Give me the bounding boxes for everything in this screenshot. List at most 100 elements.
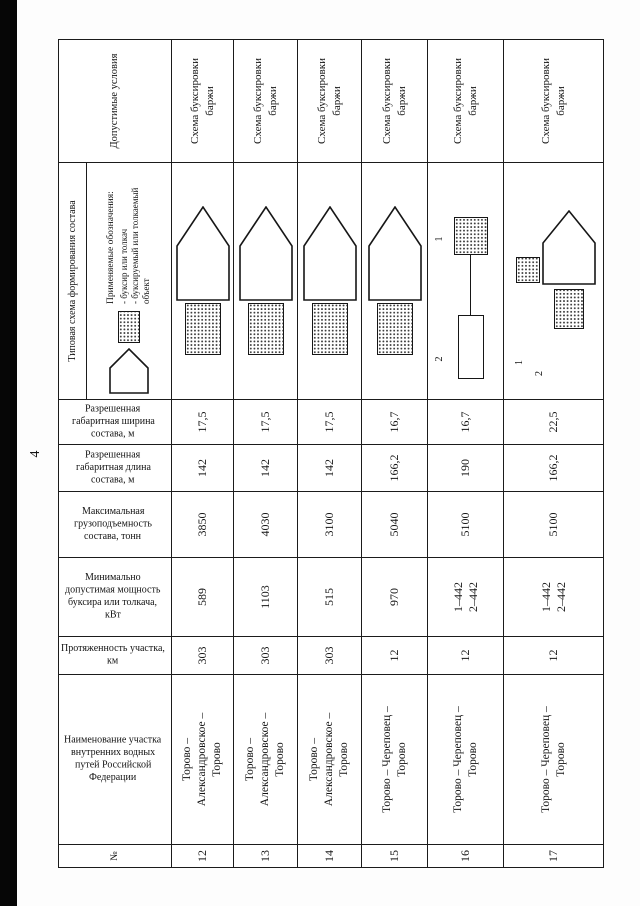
max-width-value: 22,5 xyxy=(546,411,560,433)
cell-power: 1–442 2–442 xyxy=(427,557,504,637)
cell-power: 970 xyxy=(361,557,428,637)
section-name: Торово – Александровское – Торово xyxy=(308,712,350,807)
cell-max-width: 17,5 xyxy=(297,399,362,445)
scheme-tug-and-barge xyxy=(298,163,361,399)
cell-max-width: 16,7 xyxy=(427,399,504,445)
section-name: Торово – Александровское – Торово xyxy=(181,712,223,807)
cell-conditions: Схема буксировки баржи xyxy=(503,39,604,163)
cell-power: 589 xyxy=(171,557,234,637)
cell-section: Торово – Череповец – Торово xyxy=(427,674,504,845)
length-value: 303 xyxy=(322,646,336,665)
cell-max-width: 17,5 xyxy=(171,399,234,445)
col-header-max-length: Разрешенная габаритная длина состава, м xyxy=(58,444,172,492)
cell-length: 303 xyxy=(233,636,298,675)
legend-designations-title: Применяемые обозначения: xyxy=(105,191,116,304)
col-header-max-width: Разрешенная габаритная ширина состава, м xyxy=(58,399,172,445)
cell-num: 16 xyxy=(427,844,504,868)
table-row: 17 Торово – Череповец – Торово 12 1–442 … xyxy=(503,39,604,868)
scheme-towline: 2 1 xyxy=(434,179,498,384)
col-header-section: Наименование участка внутренних водных п… xyxy=(58,674,172,845)
tug-hatched-icon xyxy=(247,303,284,356)
scheme-legend: Применяемые обозначения: - буксир или то… xyxy=(87,163,171,399)
row-number: 16 xyxy=(458,850,472,862)
power-value: 589 xyxy=(195,588,209,606)
power-value: 515 xyxy=(322,588,336,606)
max-width-value: 16,7 xyxy=(387,411,401,433)
capacity-value: 4030 xyxy=(258,512,272,537)
cell-num: 14 xyxy=(297,844,362,868)
cell-capacity: 3100 xyxy=(297,491,362,558)
row-number: 12 xyxy=(195,850,209,862)
tug-number: 1 xyxy=(433,236,445,242)
max-length-value: 142 xyxy=(195,459,209,477)
cell-num: 13 xyxy=(233,844,298,868)
cell-length: 12 xyxy=(427,636,504,675)
col-header-num: № xyxy=(58,844,172,868)
conditions-text: Схема буксировки баржи xyxy=(380,58,408,144)
cell-capacity: 5040 xyxy=(361,491,428,558)
towing-standards-table: № Наименование участка внутренних водных… xyxy=(58,39,604,868)
cell-power: 515 xyxy=(297,557,362,637)
barge-icon xyxy=(541,210,596,285)
col-header-capacity-label: Максимальная грузоподъемность состава, т… xyxy=(74,505,152,542)
col-header-power: Минимально допустимая мощность буксира и… xyxy=(58,557,172,637)
max-width-value: 17,5 xyxy=(322,411,336,433)
row-number: 17 xyxy=(546,850,560,862)
towed-object-icon xyxy=(109,348,149,394)
col-header-max-width-label: Разрешенная габаритная ширина состава, м xyxy=(71,403,155,440)
scheme-tug-and-barge xyxy=(172,163,233,399)
row-number: 14 xyxy=(322,850,336,862)
cell-section: Торово – Череповец – Торово xyxy=(503,674,604,845)
cell-max-length: 142 xyxy=(171,444,234,492)
conditions-text: Схема буксировки баржи xyxy=(451,58,479,144)
capacity-value: 5040 xyxy=(387,512,401,537)
capacity-value: 3100 xyxy=(322,512,336,537)
table-row: 16 Торово – Череповец – Торово 12 1–442 … xyxy=(427,39,504,868)
conditions-text: Схема буксировки баржи xyxy=(315,58,343,144)
cell-scheme: 2 1 xyxy=(427,162,504,400)
row-number: 15 xyxy=(387,850,401,862)
conditions-text: Схема буксировки баржи xyxy=(539,58,567,144)
length-value: 12 xyxy=(546,649,560,662)
cell-conditions: Схема буксировки баржи xyxy=(361,39,428,163)
rotated-page-content: 4 № Наименование участка внутренних водн… xyxy=(20,39,604,868)
cell-max-length: 166,2 xyxy=(503,444,604,492)
cell-max-length: 166,2 xyxy=(361,444,428,492)
cell-section: Торово – Александровское – Торово xyxy=(171,674,234,845)
max-length-value: 142 xyxy=(322,459,336,477)
cell-capacity: 3850 xyxy=(171,491,234,558)
cell-num: 17 xyxy=(503,844,604,868)
max-length-value: 166,2 xyxy=(546,454,560,482)
capacity-value: 5100 xyxy=(458,512,472,537)
col-header-length-label: Протяженность участка, км xyxy=(61,643,165,667)
cell-capacity: 5100 xyxy=(503,491,604,558)
page-number: 4 xyxy=(28,450,43,458)
barge-icon xyxy=(238,206,293,302)
cell-max-width: 17,5 xyxy=(233,399,298,445)
section-name: Торово – Череповец – Торово xyxy=(539,706,567,813)
section-name: Торово – Череповец – Торово xyxy=(451,706,479,813)
cell-length: 303 xyxy=(171,636,234,675)
legend-towed-label: - буксируемый или толкаемый объект xyxy=(129,187,152,304)
cell-section: Торово – Череповец – Торово xyxy=(361,674,428,845)
section-name: Торово – Александровское – Торово xyxy=(244,712,286,807)
tug-hatched-icon xyxy=(376,303,413,356)
max-length-value: 190 xyxy=(458,459,472,477)
table-row: 15 Торово – Череповец – Торово 12 970 50… xyxy=(361,39,428,868)
cell-scheme xyxy=(233,162,298,400)
cell-conditions: Схема буксировки баржи xyxy=(297,39,362,163)
power-value: 1103 xyxy=(258,585,272,609)
scheme-barge-with-two-tugs: 1 2 xyxy=(510,181,598,381)
cell-capacity: 4030 xyxy=(233,491,298,558)
capacity-value: 5100 xyxy=(546,512,560,537)
cell-scheme xyxy=(361,162,428,400)
table-row: 14 Торово – Александровское – Торово 303… xyxy=(297,39,362,868)
length-value: 12 xyxy=(387,649,401,662)
length-value: 303 xyxy=(258,646,272,665)
cell-conditions: Схема буксировки баржи xyxy=(427,39,504,163)
second-tug-number: 2 xyxy=(533,371,545,376)
col-header-num-label: № xyxy=(109,851,120,861)
barge-icon xyxy=(175,206,230,302)
tug-hatched-icon xyxy=(184,303,221,356)
legend-symbols xyxy=(109,311,149,394)
